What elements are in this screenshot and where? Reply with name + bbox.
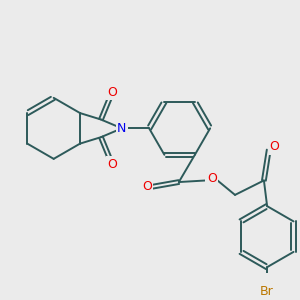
Text: O: O <box>270 140 279 153</box>
Text: O: O <box>107 158 117 171</box>
Text: O: O <box>142 180 152 194</box>
Text: N: N <box>117 122 127 135</box>
Text: O: O <box>107 86 117 99</box>
Text: O: O <box>207 172 217 185</box>
Text: Br: Br <box>260 285 274 298</box>
